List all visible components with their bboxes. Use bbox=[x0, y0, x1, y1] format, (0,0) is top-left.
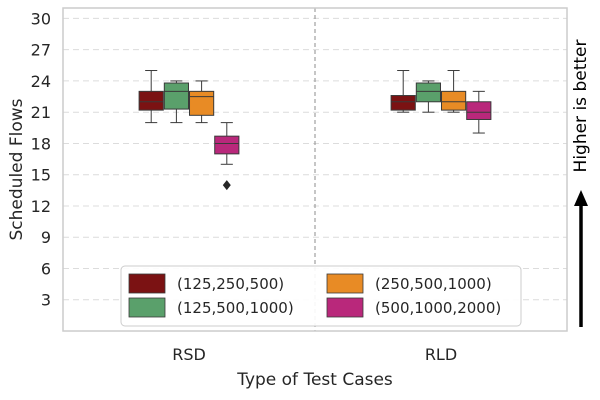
y-tick-label: 30 bbox=[31, 9, 51, 28]
box-body bbox=[214, 135, 240, 155]
legend-frame bbox=[120, 265, 522, 327]
box-body bbox=[466, 101, 492, 120]
box-groups bbox=[138, 70, 492, 191]
y-tick-label: 15 bbox=[31, 166, 51, 185]
legend-label: (250,500,1000) bbox=[375, 275, 492, 293]
legend-label: (125,250,500) bbox=[177, 275, 284, 293]
legend-swatch bbox=[326, 273, 364, 294]
legend-swatch bbox=[128, 273, 166, 294]
x-tick-label: RSD bbox=[172, 345, 206, 364]
legend-swatch bbox=[128, 297, 166, 318]
box-body bbox=[390, 95, 416, 111]
box-rsd-series-2 bbox=[163, 80, 189, 124]
legend-swatch bbox=[326, 297, 364, 318]
box-body bbox=[163, 82, 189, 110]
y-tick-labels: 3 6 9 12 15 18 21 24 27 30 bbox=[31, 9, 51, 309]
box-rld-series-2 bbox=[415, 80, 441, 113]
y-tick-label: 6 bbox=[41, 259, 51, 278]
arrow-head bbox=[574, 190, 588, 206]
y-tick-label: 12 bbox=[31, 197, 51, 216]
plot-frame bbox=[62, 7, 568, 332]
legend-label: (500,1000,2000) bbox=[375, 299, 501, 317]
x-tick-labels: RSD RLD bbox=[172, 345, 457, 364]
box-body bbox=[138, 90, 164, 111]
box-rsd-series-1 bbox=[138, 70, 164, 124]
x-tick-label: RLD bbox=[425, 345, 457, 364]
box-rld-series-1 bbox=[390, 70, 416, 113]
y-tick-label: 27 bbox=[31, 41, 51, 60]
y-tick-label: 24 bbox=[31, 72, 51, 91]
higher-is-better-label: Higher is better bbox=[571, 40, 591, 173]
box-rld-series-3 bbox=[441, 70, 467, 113]
y-tick-label: 9 bbox=[41, 228, 51, 247]
y-tick-label: 18 bbox=[31, 134, 51, 153]
box-body bbox=[441, 90, 467, 111]
legend-label: (125,500,1000) bbox=[177, 299, 294, 317]
y-tick-label: 21 bbox=[31, 103, 51, 122]
box-body bbox=[189, 90, 215, 116]
box-rld-series-4 bbox=[466, 90, 492, 134]
y-tick-label: 3 bbox=[41, 291, 51, 310]
box-rsd-series-4 bbox=[214, 122, 240, 191]
y-axis-label: Scheduled Flows bbox=[7, 98, 27, 240]
box-body bbox=[415, 82, 441, 103]
legend: (125,250,500) (125,500,1000) (250,500,1000… bbox=[120, 265, 522, 327]
box-rsd-series-3 bbox=[189, 80, 215, 124]
x-axis-label: Type of Test Cases bbox=[236, 370, 393, 390]
outlier-point bbox=[222, 180, 231, 191]
up-arrow-icon bbox=[574, 190, 588, 327]
